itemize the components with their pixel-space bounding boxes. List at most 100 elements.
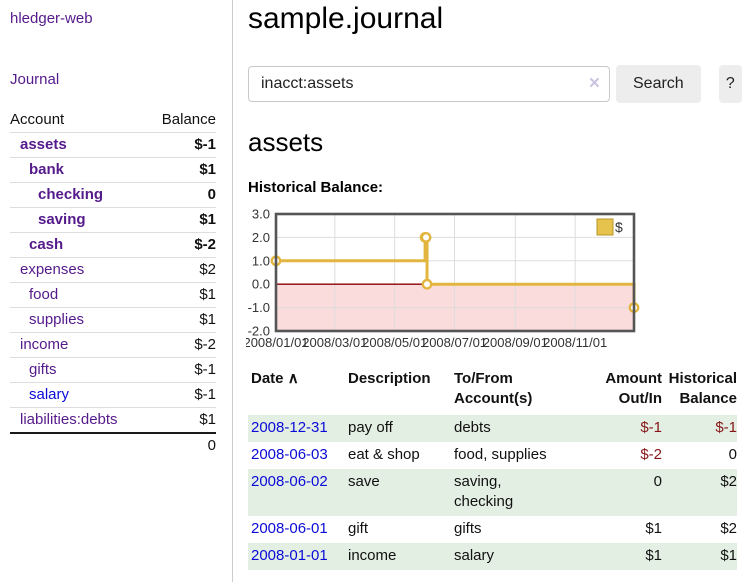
svg-text:2008/09/01: 2008/09/01 xyxy=(483,335,548,350)
register-header-description: Description xyxy=(348,369,431,387)
svg-text:3.0: 3.0 xyxy=(252,207,270,222)
transaction-balance: $2 xyxy=(720,519,737,537)
account-link[interactable]: assets xyxy=(20,136,67,153)
account-link[interactable]: supplies xyxy=(29,311,85,328)
register-header-accounts: To/From Account(s) xyxy=(454,369,533,407)
app-brand-link[interactable]: hledger-web xyxy=(10,10,93,27)
account-balance: $1 xyxy=(146,407,216,434)
svg-text:$: $ xyxy=(615,219,623,235)
account-row: assets $-1 xyxy=(10,132,216,158)
transaction-date-link[interactable]: 2008-06-02 xyxy=(251,472,328,490)
account-balance: $-1 xyxy=(146,132,216,158)
search-bar: × Search ? xyxy=(248,64,742,103)
account-balance: $1 xyxy=(146,307,216,333)
chart-heading: Historical Balance: xyxy=(248,178,384,196)
sidebar: hledger-web Journal Account Balance asse… xyxy=(0,0,233,582)
page-title: sample.journal xyxy=(248,2,444,35)
transaction-accounts: salary xyxy=(451,542,599,570)
transaction-balance: 0 xyxy=(728,445,737,463)
register-header-date[interactable]: Date ∧ xyxy=(251,369,299,387)
transaction-description: eat & shop xyxy=(348,445,420,463)
svg-text:1.0: 1.0 xyxy=(252,253,270,268)
account-link[interactable]: saving xyxy=(38,211,86,228)
transaction-accounts: gifts xyxy=(454,519,482,537)
main-content: sample.journal × Search ? assets Histori… xyxy=(233,0,742,582)
register-row: 2008-06-02 save saving, checking 0 $2 xyxy=(248,468,737,516)
account-link[interactable]: checking xyxy=(38,186,104,203)
accounts-total-value: 0 xyxy=(10,432,216,458)
account-link[interactable]: salary xyxy=(29,386,70,403)
account-link[interactable]: liabilities:debts xyxy=(20,411,118,428)
account-row: cash $-2 xyxy=(10,232,216,258)
sidebar-item-journal[interactable]: Journal xyxy=(10,71,60,88)
transaction-accounts: saving, checking xyxy=(451,468,599,516)
register-row: 2008-06-03 eat & shop food, supplies $-2 0 xyxy=(248,442,737,469)
historical-balance-chart: 3.0 2.0 1.0 0.0 -1.0 -2.0 2008/01/01 2008/03/01… xyxy=(246,207,742,353)
transaction-amount: $-1 xyxy=(599,414,662,442)
account-row: gifts $-1 xyxy=(10,357,216,383)
account-link[interactable]: gifts xyxy=(29,361,57,378)
account-row: salary $-1 xyxy=(10,382,216,408)
register-row: 2008-12-31 pay off debts $-1 $-1 xyxy=(248,414,737,442)
transaction-description: pay off xyxy=(345,414,451,442)
account-link[interactable]: cash xyxy=(29,236,64,253)
register-row: 2008-01-01 income salary $1 $1 xyxy=(248,542,737,570)
transaction-amount: $1 xyxy=(645,519,662,537)
account-balance: $-1 xyxy=(146,357,216,383)
search-input[interactable] xyxy=(248,65,610,102)
account-row: supplies $1 xyxy=(10,307,216,333)
svg-text:2008/03/01: 2008/03/01 xyxy=(302,335,367,350)
transaction-balance: $-1 xyxy=(662,414,737,442)
account-balance: $2 xyxy=(146,257,216,283)
account-row: food $1 xyxy=(10,282,216,308)
transaction-description: income xyxy=(345,542,451,570)
transaction-accounts: debts xyxy=(451,414,599,442)
svg-text:-1.0: -1.0 xyxy=(248,300,270,315)
transaction-accounts: food, supplies xyxy=(454,445,547,463)
account-balance: $1 xyxy=(146,157,216,183)
register-header-balance: Historical Balance xyxy=(668,369,737,407)
accounts-table: Account Balance assets $-1 bank $1 checking 0… xyxy=(10,108,216,458)
account-row: saving $1 xyxy=(10,207,216,233)
transaction-date-link[interactable]: 2008-06-03 xyxy=(251,445,328,463)
register-table: Date ∧ Description To/From Account(s) Am… xyxy=(248,367,737,570)
account-balance: $-1 xyxy=(146,382,216,408)
svg-text:2.0: 2.0 xyxy=(252,229,270,244)
account-balance: 0 xyxy=(146,182,216,208)
svg-text:2008/01/01: 2008/01/01 xyxy=(246,335,309,350)
accounts-total-row: 0 xyxy=(10,432,216,458)
transaction-date-link[interactable]: 2008-06-01 xyxy=(251,519,328,537)
svg-text:0.0: 0.0 xyxy=(252,276,270,291)
svg-text:2008/05/01: 2008/05/01 xyxy=(362,335,427,350)
account-row: bank $1 xyxy=(10,157,216,183)
clear-search-icon[interactable]: × xyxy=(588,72,600,94)
account-row: checking 0 xyxy=(10,182,216,208)
account-balance: $1 xyxy=(146,207,216,233)
transaction-amount: 0 xyxy=(599,468,662,516)
transaction-balance: $2 xyxy=(662,468,737,516)
account-link[interactable]: income xyxy=(20,336,69,353)
account-balance: $1 xyxy=(146,282,216,308)
svg-text:2008/07/01: 2008/07/01 xyxy=(422,335,487,350)
account-link[interactable]: expenses xyxy=(20,261,85,278)
account-row: income $-2 xyxy=(10,332,216,358)
register-row: 2008-06-01 gift gifts $1 $2 xyxy=(248,516,737,543)
transaction-amount: $-2 xyxy=(640,445,662,463)
transaction-description: save xyxy=(345,468,451,516)
transaction-date-link[interactable]: 2008-01-01 xyxy=(251,546,328,564)
register-header-amount: Amount Out/In xyxy=(605,369,662,407)
sort-asc-icon: ∧ xyxy=(287,369,299,387)
accounts-header-account: Account xyxy=(10,108,147,133)
transaction-date-link[interactable]: 2008-12-31 xyxy=(251,418,328,436)
account-page-title: assets xyxy=(248,126,324,157)
accounts-header-balance: Balance xyxy=(146,108,216,133)
help-button[interactable]: ? xyxy=(718,64,742,103)
account-row: liabilities:debts $1 xyxy=(10,407,216,434)
account-balance: $-2 xyxy=(146,232,216,258)
svg-text:-2.0: -2.0 xyxy=(248,323,270,338)
account-row: expenses $2 xyxy=(10,257,216,283)
account-link[interactable]: bank xyxy=(29,161,65,178)
account-link[interactable]: food xyxy=(29,286,59,303)
svg-text:2008/11/01: 2008/11/01 xyxy=(543,335,607,350)
search-button[interactable]: Search xyxy=(616,64,701,103)
